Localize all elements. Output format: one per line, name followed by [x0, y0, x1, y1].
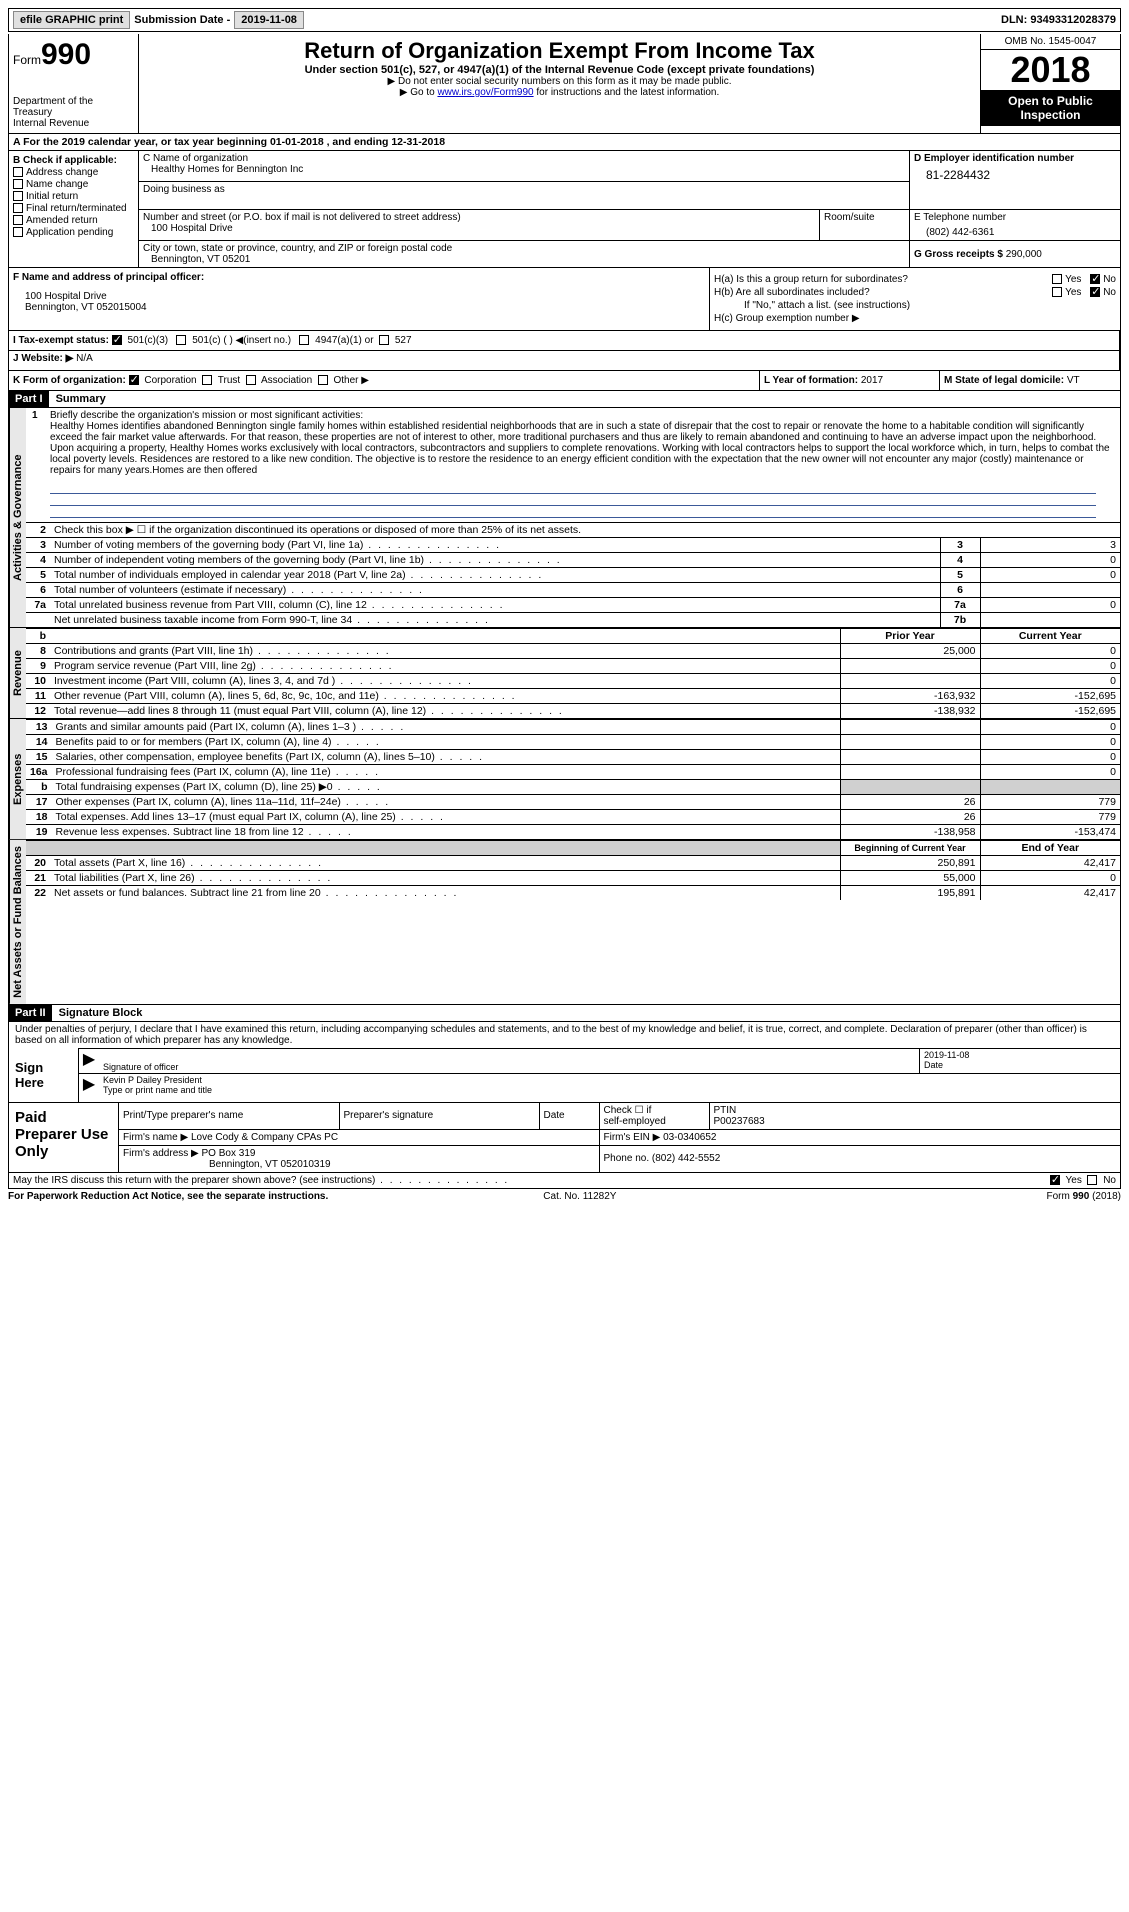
- section-b: B Check if applicable: Address change Na…: [9, 151, 139, 267]
- org-name: Healthy Homes for Bennington Inc: [143, 164, 905, 175]
- ein-value: 81-2284432: [914, 164, 1116, 182]
- check-app-pending[interactable]: Application pending: [13, 227, 134, 238]
- open-inspection: Open to Public Inspection: [981, 90, 1120, 126]
- page-footer: For Paperwork Reduction Act Notice, see …: [8, 1189, 1121, 1204]
- city-cell: City or town, state or province, country…: [139, 241, 910, 267]
- tax-year: 2018: [981, 50, 1120, 90]
- discuss-no[interactable]: [1087, 1175, 1097, 1185]
- blank-lines: [50, 482, 1096, 518]
- paid-preparer: Paid Preparer Use Only Print/Type prepar…: [8, 1103, 1121, 1173]
- discuss-row: May the IRS discuss this return with the…: [8, 1173, 1121, 1189]
- ssn-note: ▶ Do not enter social security numbers o…: [143, 76, 976, 87]
- ein-cell: D Employer identification number 81-2284…: [910, 151, 1120, 210]
- irs-link[interactable]: www.irs.gov/Form990: [437, 87, 533, 98]
- netassets-table: Beginning of Current YearEnd of Year20To…: [26, 840, 1120, 900]
- form-number: Form990: [13, 38, 134, 72]
- status-527[interactable]: [379, 335, 389, 345]
- gross-receipts: G Gross receipts $ 290,000: [910, 241, 1120, 267]
- calendar-year-row: A For the 2019 calendar year, or tax yea…: [8, 134, 1121, 151]
- dln: DLN: 93493312028379: [1001, 14, 1116, 26]
- group-return: H(a) Is this a group return for subordin…: [710, 268, 1120, 330]
- phone-cell: E Telephone number (802) 442-6361: [910, 210, 1120, 240]
- ha-no[interactable]: [1090, 274, 1100, 284]
- tax-status-row: I Tax-exempt status: 501(c)(3) 501(c) ( …: [8, 331, 1121, 371]
- vtab-activities: Activities & Governance: [9, 408, 26, 627]
- org-assoc[interactable]: [246, 375, 256, 385]
- dept-treasury: Department of the Treasury: [13, 96, 134, 118]
- expenses-table: 13Grants and similar amounts paid (Part …: [26, 719, 1120, 839]
- check-final-return[interactable]: Final return/terminated: [13, 203, 134, 214]
- activities-governance: Activities & Governance 1 Briefly descri…: [8, 408, 1121, 628]
- org-other[interactable]: [318, 375, 328, 385]
- status-501c[interactable]: [176, 335, 186, 345]
- dba-cell: Doing business as: [139, 181, 909, 207]
- check-address-change[interactable]: Address change: [13, 167, 134, 178]
- check-name-change[interactable]: Name change: [13, 179, 134, 190]
- mission-block: 1 Briefly describe the organization's mi…: [26, 408, 1120, 478]
- hb-yes[interactable]: [1052, 287, 1062, 297]
- top-toolbar: efile GRAPHIC print Submission Date - 20…: [8, 8, 1121, 32]
- penalty-text: Under penalties of perjury, I declare th…: [9, 1022, 1120, 1048]
- discuss-yes[interactable]: [1050, 1175, 1060, 1185]
- hb-no[interactable]: [1090, 287, 1100, 297]
- url-note: ▶ Go to www.irs.gov/Form990 for instruct…: [143, 87, 976, 98]
- address-cell: Number and street (or P.O. box if mail i…: [139, 210, 820, 240]
- form-header: Form990 Department of the Treasury Inter…: [8, 34, 1121, 134]
- sign-here: Sign Here: [9, 1048, 79, 1102]
- sig-arrow-icon: ▶: [79, 1074, 99, 1096]
- status-4947[interactable]: [299, 335, 309, 345]
- ha-yes[interactable]: [1052, 274, 1062, 284]
- entity-block: B Check if applicable: Address change Na…: [8, 151, 1121, 268]
- vtab-netassets: Net Assets or Fund Balances: [9, 840, 26, 1004]
- check-initial-return[interactable]: Initial return: [13, 191, 134, 202]
- omb-number: OMB No. 1545-0047: [981, 34, 1120, 50]
- efile-button[interactable]: efile GRAPHIC print: [13, 11, 130, 29]
- signature-block: Under penalties of perjury, I declare th…: [8, 1022, 1121, 1103]
- form-subtitle: Under section 501(c), 527, or 4947(a)(1)…: [143, 64, 976, 76]
- org-name-cell: C Name of organization Healthy Homes for…: [139, 151, 910, 210]
- mission-text: Healthy Homes identifies abandoned Benni…: [50, 421, 1110, 476]
- principal-officer: F Name and address of principal officer:…: [9, 268, 710, 330]
- paid-title: Paid Preparer Use Only: [9, 1103, 119, 1172]
- submission-label: Submission Date -: [134, 14, 230, 26]
- status-501c3[interactable]: [112, 335, 122, 345]
- expenses-section: Expenses 13Grants and similar amounts pa…: [8, 719, 1121, 840]
- vtab-expenses: Expenses: [9, 719, 26, 839]
- submission-date: 2019-11-08: [234, 11, 304, 29]
- org-trust[interactable]: [202, 375, 212, 385]
- vtab-revenue: Revenue: [9, 628, 26, 718]
- year-formation: L Year of formation: 2017: [760, 371, 940, 390]
- form-org-row: K Form of organization: Corporation Trus…: [8, 371, 1121, 391]
- dept-irs: Internal Revenue: [13, 118, 134, 129]
- check-amended[interactable]: Amended return: [13, 215, 134, 226]
- form-title: Return of Organization Exempt From Incom…: [143, 38, 976, 64]
- governance-table: 2Check this box ▶ ☐ if the organization …: [26, 522, 1120, 627]
- netassets-section: Net Assets or Fund Balances Beginning of…: [8, 840, 1121, 1005]
- suite-cell: Room/suite: [820, 210, 910, 240]
- sig-arrow-icon: ▶: [79, 1049, 99, 1073]
- revenue-table: bPrior YearCurrent Year8Contributions an…: [26, 628, 1120, 718]
- revenue-section: Revenue bPrior YearCurrent Year8Contribu…: [8, 628, 1121, 719]
- officer-group-row: F Name and address of principal officer:…: [8, 268, 1121, 331]
- org-corp[interactable]: [129, 375, 139, 385]
- part2-header: Part II Signature Block: [8, 1005, 1121, 1022]
- part1-header: Part I Summary: [8, 391, 1121, 408]
- state-domicile: M State of legal domicile: VT: [940, 371, 1120, 390]
